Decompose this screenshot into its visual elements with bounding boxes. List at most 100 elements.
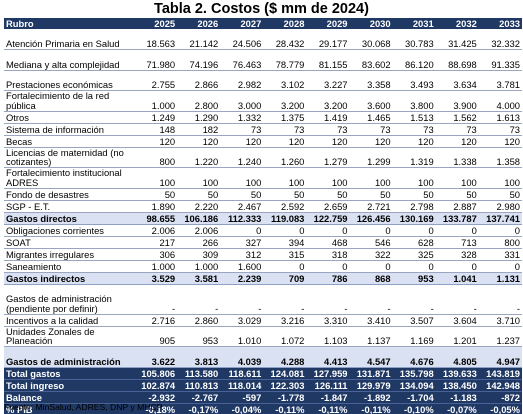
cell-value: 73 <box>293 123 305 135</box>
row-label: Atención Primaria en Salud <box>6 38 120 50</box>
cell-value: 100 <box>418 176 434 188</box>
cell-value: 3.493 <box>410 79 434 90</box>
cell-value: 50 <box>509 188 520 200</box>
cell-value: 325 <box>418 248 434 260</box>
cell-value: 3.000 <box>237 99 262 111</box>
cell-value: 2.220 <box>194 200 219 212</box>
cell-value: 1.513 <box>410 111 434 123</box>
cell-value: 0 <box>299 224 305 236</box>
cell-value: 1.260 <box>280 156 305 167</box>
row-label: Incentivos a la calidad <box>6 314 99 326</box>
cell-value: -1.704 <box>407 391 434 403</box>
cell-value: 0 <box>514 260 520 272</box>
cell-value: 100 <box>202 176 219 188</box>
row-label: Gastos de administración <box>6 355 121 367</box>
cell-value: 1.072 <box>280 335 305 346</box>
cell-value: 50 <box>423 188 434 200</box>
cell-value: 73 <box>380 123 391 135</box>
table-row: Saneamiento 1.000 1.000 1.600 0 0 0 0 0 0 <box>4 260 522 272</box>
column-header-rubro: Rubro <box>6 18 34 29</box>
cell-value: 2.866 <box>194 79 219 90</box>
table-title: Tabla 2. Costos ($ mm de 2024) <box>154 1 369 17</box>
cell-value: 800 <box>159 156 176 167</box>
cell-value: 0 <box>299 260 305 272</box>
cell-value: 3.581 <box>194 272 219 284</box>
cell-value: 18.563 <box>146 38 176 49</box>
cell-value: 120 <box>418 135 434 147</box>
cell-value: 118.014 <box>227 379 262 391</box>
table-row: Atención Primaria en Salud 18.563 21.142 24… <box>4 29 522 50</box>
cell-value: 1.137 <box>367 335 391 346</box>
cell-value: 131.871 <box>356 367 391 379</box>
cell-value: 24.506 <box>232 38 262 49</box>
cell-value: 0 <box>471 260 477 272</box>
cell-value: -1.183 <box>450 391 477 403</box>
cell-value: 3.634 <box>453 79 477 90</box>
column-header-year: 2029 <box>326 18 348 29</box>
cell-value: 78.779 <box>275 58 305 70</box>
cell-value: 100 <box>461 176 477 188</box>
cell-value: 71.980 <box>146 58 176 70</box>
cell-value: 3.200 <box>324 99 348 111</box>
table-body: Atención Primaria en Salud 18.563 21.142 24… <box>4 29 522 367</box>
cell-value: 102.874 <box>141 379 176 391</box>
cell-value: 0 <box>385 224 391 236</box>
cell-value: 105.806 <box>141 367 176 379</box>
column-header-year: 2031 <box>412 18 434 29</box>
cell-value: 1.279 <box>324 156 348 167</box>
cell-value: -0,11% <box>318 403 348 414</box>
row-label: Sistema de información <box>6 123 104 135</box>
cell-value: 126.111 <box>314 379 348 391</box>
cell-value: 546 <box>374 236 391 248</box>
cell-value: 713 <box>461 236 477 248</box>
cell-value: 50 <box>250 188 262 200</box>
cell-value: 4.805 <box>453 355 477 367</box>
cell-value: 3.358 <box>367 79 391 90</box>
cell-value: 309 <box>202 248 219 260</box>
cell-value: 3.216 <box>280 314 305 326</box>
cell-value: 3.507 <box>410 314 434 326</box>
cell-value: 129.979 <box>356 379 391 391</box>
cell-value: -1.847 <box>320 391 348 403</box>
cell-value: 73 <box>250 123 262 135</box>
cell-value: 1.319 <box>410 156 434 167</box>
cell-value: 1.332 <box>237 111 262 123</box>
row-label: Fortalecimiento institucional ADRES <box>6 167 122 188</box>
cell-value: 106.186 <box>184 212 219 224</box>
cell-value: 1.375 <box>280 111 305 123</box>
cell-value: 2.800 <box>194 99 219 111</box>
cell-value: 122.759 <box>313 212 348 224</box>
cell-value: 0 <box>471 224 477 236</box>
table-row: Incentivos a la calidad 2.716 2.860 3.029 3.… <box>4 314 522 326</box>
cell-value: 953 <box>418 272 434 284</box>
cell-value: 130.169 <box>399 212 434 224</box>
cell-value: 2.860 <box>194 314 219 326</box>
cell-value: -0,07% <box>447 403 477 414</box>
cell-value: 135.798 <box>399 367 434 379</box>
cell-value: 3.200 <box>280 99 305 111</box>
total-row: % PIB -0,18% -0,17% -0,04% -0,11% -0,11% -0,11… <box>4 403 522 414</box>
cell-value: 3.410 <box>367 314 391 326</box>
cell-value: 2.467 <box>237 200 262 212</box>
total-row: Total ingreso 102.874 110.813 118.014 122.30… <box>4 379 522 391</box>
cell-value: 32.332 <box>491 38 520 49</box>
cell-value: 2.716 <box>151 314 176 326</box>
cell-value: 122.303 <box>270 379 305 391</box>
cell-value: 394 <box>288 236 305 248</box>
cell-value: 1.041 <box>453 272 477 284</box>
row-label: Gastos indirectos <box>6 272 86 284</box>
cell-value: 217 <box>159 236 176 248</box>
cell-value: - <box>258 302 262 314</box>
cell-value: 120 <box>288 135 305 147</box>
cell-value: 3.604 <box>453 314 477 326</box>
cell-value: 1.358 <box>496 156 520 167</box>
cell-value: 127.959 <box>313 367 348 379</box>
cell-value: - <box>516 302 520 314</box>
cell-value: 142.948 <box>486 379 520 391</box>
table-row: SOAT 217 266 327 394 468 546 628 713 800 <box>4 236 522 248</box>
cell-value: 126.456 <box>356 212 391 224</box>
cell-value: 1.103 <box>324 335 348 346</box>
table-row: Fondo de desastres 50 50 50 50 50 50 50 50 50 <box>4 188 522 200</box>
cell-value: 120 <box>202 135 219 147</box>
cell-value: 73 <box>337 123 348 135</box>
